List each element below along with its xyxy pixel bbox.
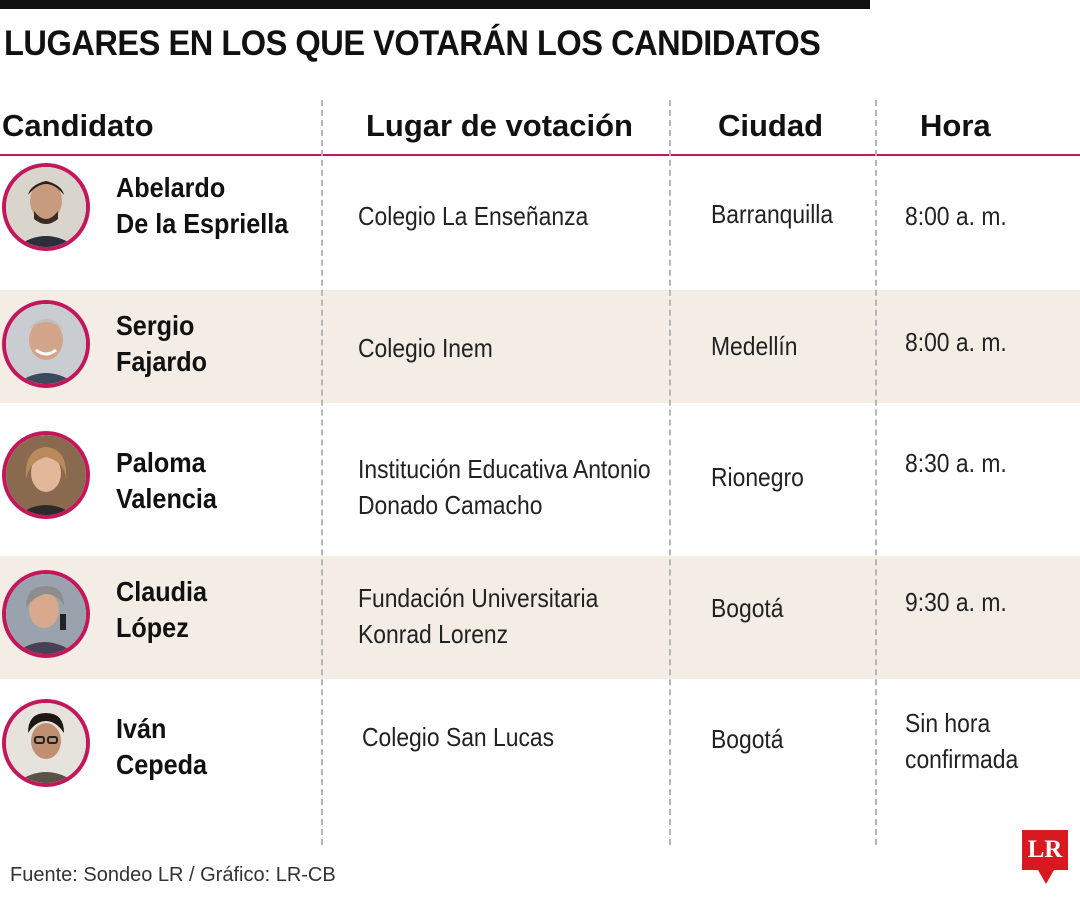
top-bar <box>0 0 870 9</box>
column-divider <box>875 100 877 845</box>
city: Barranquilla <box>711 199 834 229</box>
candidate-name: Iván Cepeda <box>116 713 208 780</box>
voting-place: Fundación Universitaria Konrad Lorenz <box>358 583 599 649</box>
city: Medellín <box>711 331 798 361</box>
avatar <box>2 431 90 519</box>
voting-place: Colegio La Enseñanza <box>358 201 589 231</box>
time: 8:00 a. m. <box>905 201 1007 231</box>
voting-place: Institución Educativa Antonio Donado Cam… <box>358 454 651 520</box>
header-city: Ciudad <box>718 108 824 143</box>
avatar <box>2 570 90 658</box>
city: Bogotá <box>711 724 784 754</box>
lr-logo-tail <box>1038 870 1054 884</box>
time: 9:30 a. m. <box>905 587 1007 617</box>
column-divider <box>321 100 323 845</box>
page-title: LUGARES EN LOS QUE VOTARÁN LOS CANDIDATO… <box>4 24 821 63</box>
table-row: Iván Cepeda Colegio San Lucas Bogotá Sin… <box>0 679 1080 839</box>
header-divider <box>0 154 1080 156</box>
candidate-name: Abelardo De la Espriella <box>116 172 289 239</box>
table-row: Paloma Valencia Institución Educativa An… <box>0 403 1080 556</box>
city: Rionegro <box>711 462 804 492</box>
candidate-name: Claudia López <box>116 576 208 643</box>
time: 8:00 a. m. <box>905 327 1007 357</box>
header-candidate: Candidato <box>2 108 154 143</box>
column-divider <box>669 100 671 845</box>
table-row: Abelardo De la Espriella Colegio La Ense… <box>0 156 1080 290</box>
source-footer: Fuente: Sondeo LR / Gráfico: LR-CB <box>10 864 336 886</box>
table-row: Sergio Fajardo Colegio Inem Medellín 8:0… <box>0 290 1080 403</box>
time: 8:30 a. m. <box>905 448 1007 478</box>
avatar <box>2 300 90 388</box>
voting-place: Colegio Inem <box>358 333 493 363</box>
avatar <box>2 699 90 787</box>
voting-place: Colegio San Lucas <box>362 722 555 752</box>
candidate-name: Sergio Fajardo <box>116 310 208 377</box>
header-time: Hora <box>920 108 991 143</box>
header-place: Lugar de votación <box>366 108 633 143</box>
lr-logo: LR <box>1022 830 1068 870</box>
table-row: Claudia López Fundación Universitaria Ko… <box>0 556 1080 679</box>
candidate-name: Paloma Valencia <box>116 447 217 514</box>
city: Bogotá <box>711 593 784 623</box>
time: Sin hora confirmada <box>905 708 1019 774</box>
avatar <box>2 163 90 251</box>
